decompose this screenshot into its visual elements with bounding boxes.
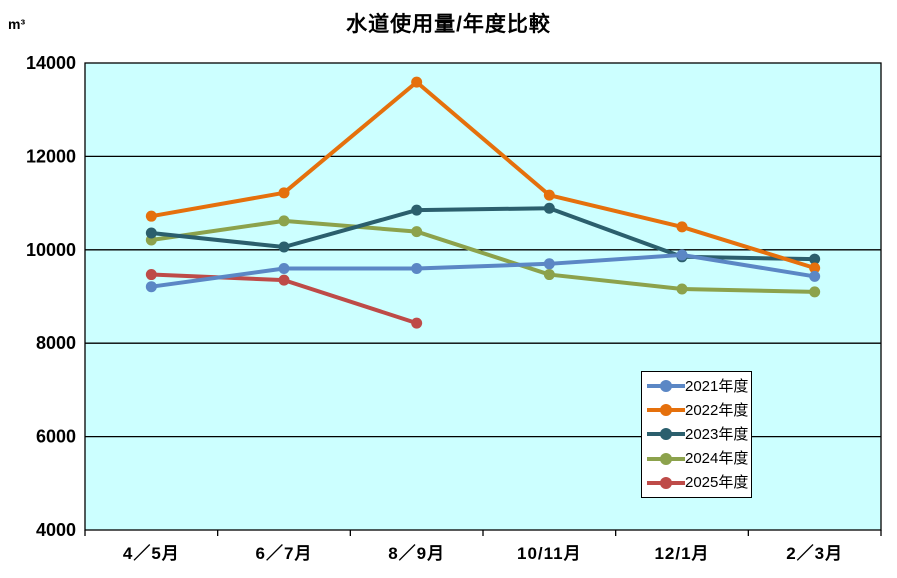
- series-line-2023: [151, 230, 285, 249]
- x-tick-label-4: 12/1月: [654, 544, 709, 563]
- series-marker-2023-3: [543, 202, 555, 214]
- chart-title: 水道使用量/年度比較: [346, 13, 551, 36]
- legend-label-2024: 2024年度: [685, 450, 749, 468]
- series-line-2022: [415, 80, 551, 197]
- legend-item-2022: 2022年度: [647, 400, 751, 420]
- legend-marker-icon: [647, 452, 685, 465]
- legend-label-2025: 2025年度: [685, 474, 749, 492]
- legend-marker-icon: [647, 404, 685, 417]
- legend-label-2023: 2023年度: [685, 425, 749, 443]
- series-marker-2022-1: [278, 187, 290, 199]
- series-marker-2021-2: [411, 262, 423, 274]
- y-tick-label-8000: 8000: [36, 333, 76, 353]
- series-line-2021: [549, 252, 683, 266]
- series-marker-2024-1: [278, 215, 290, 227]
- series-marker-2023-2: [411, 204, 423, 216]
- series-marker-2022-2: [411, 76, 423, 88]
- y-tick-label-6000: 6000: [36, 427, 76, 447]
- series-marker-2024-3: [543, 269, 555, 281]
- series-marker-2024-2: [411, 226, 423, 238]
- legend-marker-icon: [647, 476, 685, 489]
- series-line-2022: [150, 190, 285, 219]
- legend-box: 2021年度 2022年度 2023年度 2024年度 2025年度: [641, 371, 752, 498]
- x-tick-label-2: 8／9月: [388, 543, 445, 563]
- legend-label-2021: 2021年度: [685, 377, 749, 395]
- series-marker-2025-2: [411, 317, 423, 329]
- series-marker-2023-5: [809, 253, 821, 265]
- series-line-2025: [283, 278, 418, 326]
- series-marker-2023-0: [145, 227, 157, 239]
- legend-item-2023: 2023年度: [647, 424, 751, 444]
- x-tick-label-5: 2／3月: [786, 543, 843, 563]
- y-axis-unit-label: m³: [8, 16, 26, 32]
- series-marker-2021-4: [676, 249, 688, 261]
- series-marker-2022-0: [145, 210, 157, 222]
- x-tick-label-3: 10/11月: [517, 544, 582, 563]
- series-line-2021: [681, 252, 815, 279]
- series-marker-2021-0: [145, 281, 157, 293]
- series-line-2024: [549, 272, 683, 292]
- series-line-2024: [681, 287, 815, 294]
- series-marker-2021-3: [543, 258, 555, 270]
- series-line-2023: [548, 206, 683, 259]
- legend-item-2024: 2024年度: [647, 449, 751, 469]
- series-marker-2025-0: [145, 269, 157, 281]
- series-marker-2023-1: [278, 241, 290, 253]
- y-tick-label-4000: 4000: [36, 520, 76, 540]
- series-marker-2022-3: [543, 189, 555, 201]
- series-line-2024: [283, 218, 417, 234]
- series-line-2023: [416, 206, 550, 213]
- series-line-2022: [548, 193, 683, 229]
- series-line-2021: [416, 261, 550, 271]
- x-tick-label-0: 4／5月: [123, 543, 180, 563]
- series-line-2022: [282, 80, 418, 195]
- series-line-2021: [151, 266, 285, 289]
- x-tick-label-1: 6／7月: [256, 543, 313, 563]
- series-marker-2024-5: [809, 286, 821, 298]
- legend-marker-icon: [647, 428, 685, 441]
- plot-area: [85, 63, 881, 530]
- series-marker-2021-1: [278, 262, 290, 274]
- series-line-2022: [681, 225, 816, 270]
- series-marker-2025-1: [278, 274, 290, 286]
- legend-marker-icon: [647, 380, 685, 393]
- series-marker-2024-4: [676, 283, 688, 295]
- legend-item-2021: 2021年度: [647, 376, 751, 396]
- series-marker-2021-5: [809, 270, 821, 282]
- series-line-2023: [283, 208, 418, 249]
- y-tick-label-14000: 14000: [26, 53, 76, 73]
- y-tick-label-10000: 10000: [26, 240, 76, 260]
- series-marker-2022-4: [676, 221, 688, 233]
- y-tick-label-12000: 12000: [26, 146, 76, 166]
- series-marker-2022-5: [809, 262, 821, 274]
- legend-label-2022: 2022年度: [685, 401, 749, 419]
- series-line-2024: [416, 229, 550, 277]
- legend-item-2025: 2025年度: [647, 473, 751, 493]
